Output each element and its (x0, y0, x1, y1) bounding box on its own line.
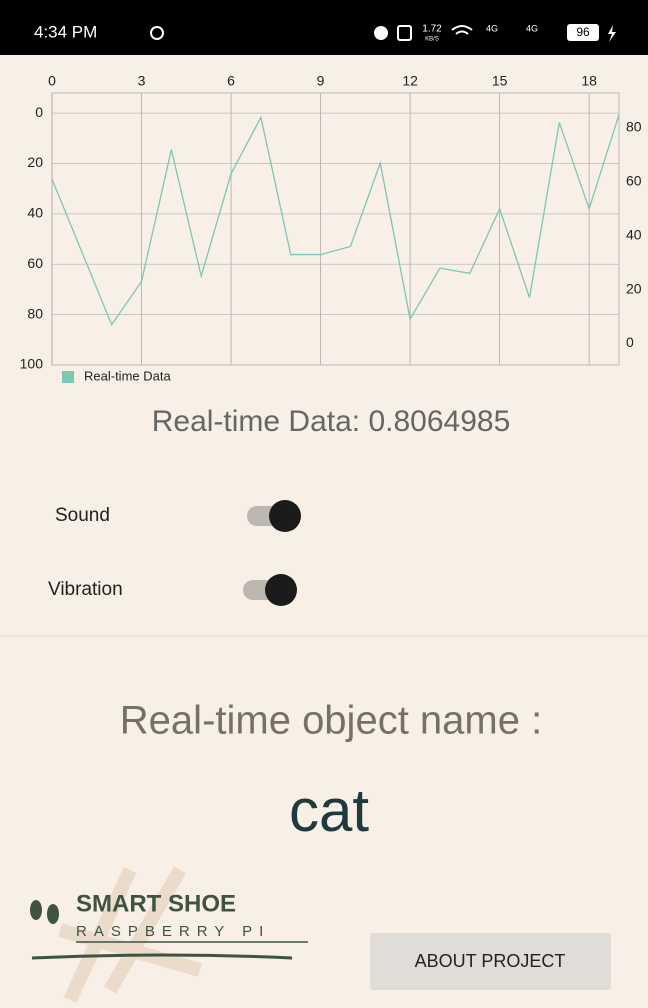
legend-label: Real-time Data (84, 368, 171, 383)
y2-tick-label: 60 (626, 173, 642, 189)
x-tick-label: 6 (227, 73, 235, 89)
y-tick-label: 60 (27, 255, 43, 271)
legend-swatch (62, 371, 74, 383)
status-speed-unit: KB/S (425, 37, 439, 43)
readout: Real-time Data: 0.8064985 (152, 405, 511, 438)
toggle-knob[interactable] (269, 500, 301, 532)
toggle-knob[interactable] (265, 574, 297, 606)
setting-label: Vibration (48, 579, 123, 600)
y-tick-label: 0 (35, 104, 43, 120)
x-tick-label: 18 (581, 73, 597, 89)
y-tick-label: 20 (27, 154, 43, 170)
about-button-label[interactable]: ABOUT PROJECT (415, 951, 566, 971)
y2-tick-label: 20 (626, 280, 642, 296)
y-tick-label: 40 (27, 205, 43, 221)
network-label: 4G (486, 23, 498, 33)
y2-tick-label: 0 (626, 334, 634, 350)
network-label: 4G (526, 23, 538, 33)
x-tick-label: 0 (48, 73, 56, 89)
setting-label: Sound (55, 505, 110, 526)
y-tick-label: 80 (27, 305, 43, 321)
object-name: cat (289, 777, 369, 844)
background (0, 0, 648, 1008)
status-time: 4:34 PM (34, 22, 97, 41)
y-tick-label: 100 (20, 356, 44, 372)
brand-subtitle: RASPBERRY PI (76, 923, 270, 940)
x-tick-label: 12 (402, 73, 418, 89)
battery-level: 96 (576, 25, 590, 39)
x-tick-label: 3 (138, 73, 146, 89)
brand-title: SMART SHOE (76, 890, 236, 917)
logo-footprint (30, 900, 42, 920)
page: 4:34 PM 1.72 KB/S 4G 4G 96 0 3 6 9 12 15 18 0 20… (0, 0, 648, 1008)
logo-footprint (47, 904, 59, 924)
screen: 4:34 PM 1.72 KB/S 4G 4G 96 0 3 6 9 12 15 18 0 20… (0, 0, 648, 1008)
y2-tick-label: 40 (626, 226, 642, 242)
object-label: Real-time object name : (120, 699, 542, 743)
x-tick-label: 15 (492, 73, 508, 89)
x-tick-label: 9 (317, 73, 325, 89)
y2-tick-label: 80 (626, 119, 642, 135)
status-speed: 1.72 (422, 24, 442, 35)
alarm-icon (374, 26, 388, 40)
